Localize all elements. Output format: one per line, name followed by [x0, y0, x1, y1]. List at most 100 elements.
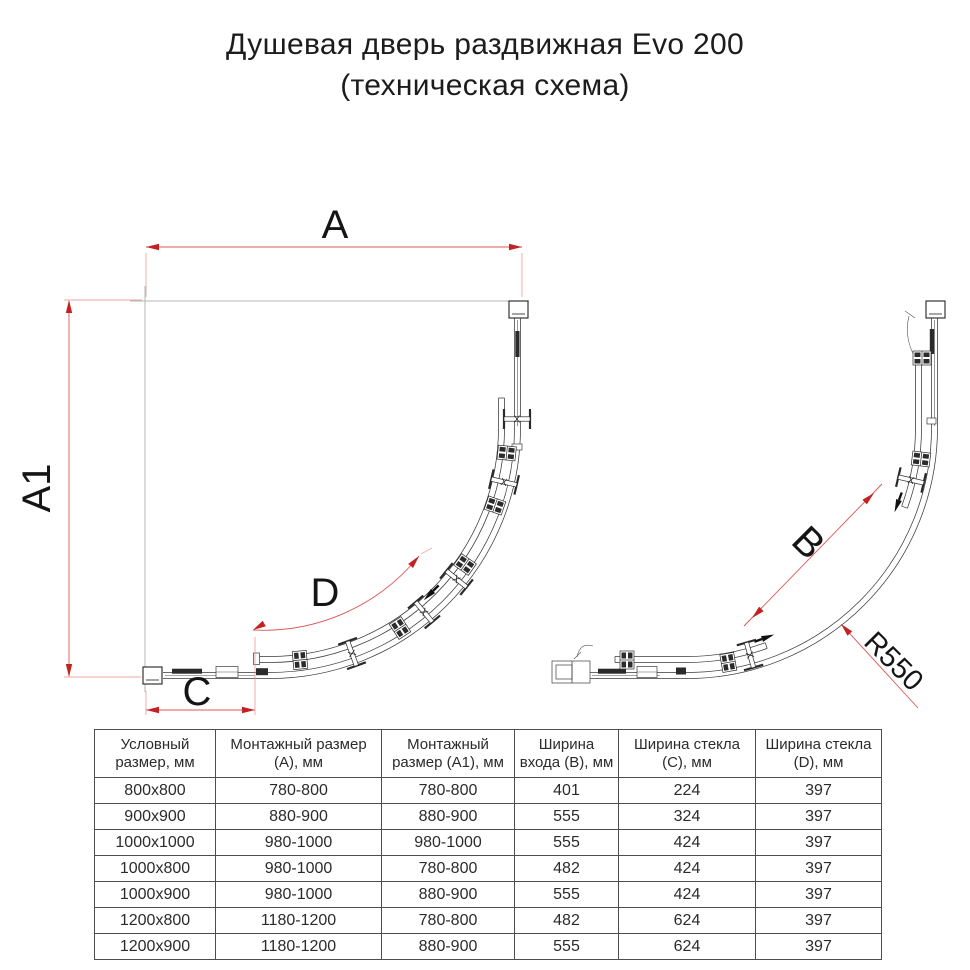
cell: 1000x800: [94, 855, 216, 882]
roller-icon: [496, 444, 517, 462]
roller-icon: [619, 650, 635, 670]
cell: 397: [755, 907, 882, 934]
track-outer: [590, 318, 938, 679]
cell: 780-800: [381, 907, 515, 934]
cell: 880-900: [381, 933, 515, 960]
cell: 424: [618, 881, 756, 908]
roller-icon: [719, 651, 738, 673]
dim-label-a1: A1: [15, 464, 59, 513]
cell: 800x800: [94, 777, 216, 804]
title-line-2: (техническая схема): [340, 69, 630, 102]
door-glass-inner: [615, 642, 766, 657]
cell: 980-1000: [215, 881, 382, 908]
door-handle-icon: [420, 582, 442, 604]
door-glass-inner: [255, 398, 499, 657]
door-glass-outer: [907, 352, 922, 509]
cell: 555: [514, 881, 619, 908]
clamp-icon: [256, 668, 268, 676]
cell: 980-1000: [215, 829, 382, 856]
cell: 397: [755, 933, 882, 960]
cell: 397: [755, 829, 882, 856]
seal-tick: [904, 310, 916, 319]
door-glass-outer: [615, 648, 768, 663]
table-row: 1000x800 980-1000 780-800 482 424 397: [94, 855, 882, 882]
cell: 980-1000: [381, 829, 515, 856]
table-header-row: Условный размер, мм Монтажный размер (A)…: [94, 729, 882, 778]
roller-icon: [388, 616, 412, 640]
dim-arrow: [65, 300, 73, 313]
cell: 555: [514, 803, 619, 830]
cell: 1180-1200: [215, 933, 382, 960]
cell: 555: [514, 829, 619, 856]
cell: 780-800: [215, 777, 382, 804]
door-handle-icon: [890, 490, 906, 515]
clamp-icon: [676, 667, 686, 675]
dim-label-d: D: [311, 571, 340, 615]
bracket-icon: [894, 466, 928, 494]
cell: 224: [618, 777, 756, 804]
cell: 397: [755, 881, 882, 908]
magnet-strip-icon: [929, 329, 935, 354]
diagram-open: B R550: [551, 300, 946, 709]
dim-label-a: A: [322, 203, 349, 247]
cell: 624: [618, 907, 756, 934]
track-inner: [163, 318, 515, 673]
radius-line: [840, 623, 919, 709]
dim-arrow: [509, 243, 522, 251]
table-row: 1200x900 1180-1200 880-900 555 624 397: [94, 933, 882, 960]
cell: 624: [618, 933, 756, 960]
cell: 1200x800: [94, 907, 216, 934]
cell: 880-900: [381, 803, 515, 830]
bracket-icon: [487, 468, 521, 496]
dim-arrow: [251, 620, 266, 633]
roller-icon: [483, 495, 507, 516]
track-inner: [590, 318, 932, 673]
door-cap: [901, 505, 908, 509]
dim-ext: [420, 547, 433, 555]
dim-label-c: C: [183, 670, 212, 714]
page-title: Душевая дверь раздвижная Evo 200 (технич…: [0, 24, 970, 106]
wall-profile-detail: [555, 664, 573, 680]
column-header: Ширина стекла (C), мм: [618, 729, 756, 778]
title-line-1: Душевая дверь раздвижная Evo 200: [226, 28, 744, 61]
column-header: Условный размер, мм: [94, 729, 216, 778]
roller-icon: [912, 350, 932, 366]
wall-profile-icon: [925, 300, 946, 319]
magnet-strip-icon: [598, 668, 626, 674]
magnet-strip-icon: [515, 331, 520, 357]
cell: 1200x900: [94, 933, 216, 960]
table-row: 1200x800 1180-1200 780-800 482 624 397: [94, 907, 882, 934]
diagram-closed: A A1 C D: [15, 203, 532, 715]
seal-curve: [576, 644, 594, 658]
door-cap: [764, 642, 768, 649]
dim-d-arc: [252, 555, 420, 631]
table-row: 900x900 880-900 880-900 555 324 397: [94, 803, 882, 830]
dim-arrow: [146, 706, 159, 714]
bracket-icon: [406, 594, 442, 630]
door-edge-profile: [253, 652, 260, 665]
dim-arrow: [65, 664, 73, 677]
column-header: Ширина входа (B), мм: [514, 729, 619, 778]
cell: 482: [514, 907, 619, 934]
dim-arrow: [242, 706, 255, 714]
table-row: 800x800 780-800 780-800 401 224 397: [94, 777, 882, 804]
cell: 880-900: [215, 803, 382, 830]
wall-profile-icon: [142, 666, 163, 685]
cell: 980-1000: [215, 855, 382, 882]
clamp-icon: [926, 417, 937, 425]
roller-icon: [910, 450, 932, 468]
cell: 780-800: [381, 855, 515, 882]
spec-table: Условный размер, мм Монтажный размер (A)…: [94, 729, 882, 960]
cell: 900x900: [94, 803, 216, 830]
magnet-strip-icon: [172, 668, 202, 674]
roller-icon: [453, 553, 477, 576]
dim-b-line: [743, 483, 883, 627]
cell: 397: [755, 855, 882, 882]
cell: 555: [514, 933, 619, 960]
dim-label-b: B: [783, 518, 833, 568]
radius-label: R550: [858, 626, 930, 698]
cell: 1180-1200: [215, 907, 382, 934]
door-glass-outer: [255, 398, 505, 663]
